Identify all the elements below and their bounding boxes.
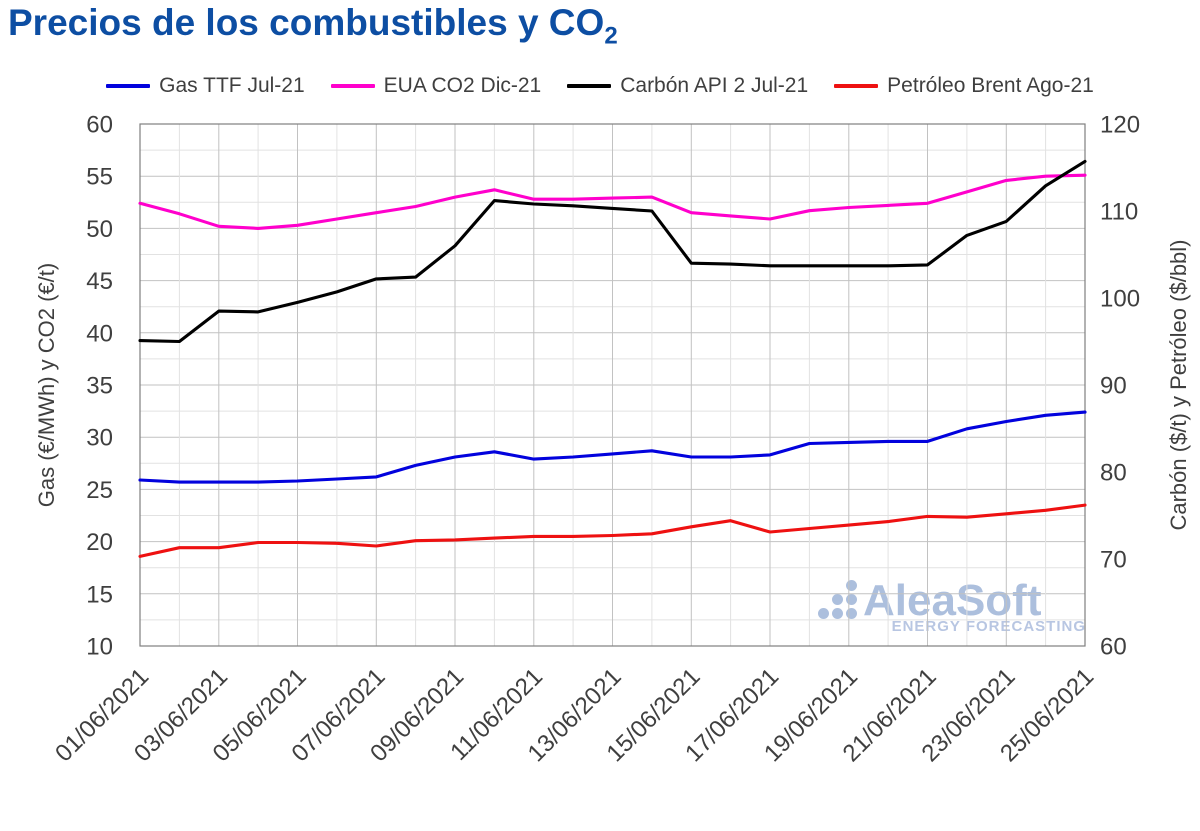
chart-title: Precios de los combustibles y CO2 bbox=[8, 2, 618, 50]
y-tick-label-left: 30 bbox=[86, 425, 113, 452]
legend-item-carbon-api2: Carbón API 2 Jul-21 bbox=[567, 74, 808, 98]
gridlines bbox=[139, 123, 1086, 647]
y-tick-label-left: 15 bbox=[86, 581, 113, 608]
chart-title-text: Precios de los combustibles y CO bbox=[8, 2, 605, 43]
legend-item-eua-co2: EUA CO2 Dic-21 bbox=[330, 74, 542, 98]
y-tick-label-left: 10 bbox=[86, 634, 113, 661]
y-tick-label-right: 100 bbox=[1100, 286, 1140, 313]
left-axis-title: Gas (€/MWh) y CO2 (€/t) bbox=[34, 263, 59, 507]
legend: Gas TTF Jul-21 EUA CO2 Dic-21 Carbón API… bbox=[0, 74, 1200, 98]
legend-item-gas-ttf: Gas TTF Jul-21 bbox=[106, 74, 305, 98]
legend-swatch-gas-ttf bbox=[106, 84, 151, 88]
series-lines bbox=[138, 159, 1087, 558]
y-tick-label-right: 70 bbox=[1100, 547, 1127, 574]
y-tick-label-right: 120 bbox=[1100, 112, 1140, 139]
legend-swatch-carbon-api2 bbox=[567, 84, 612, 88]
y-tick-label-left: 35 bbox=[86, 373, 113, 400]
y-tick-label-right: 110 bbox=[1100, 199, 1138, 226]
legend-swatch-eua-co2 bbox=[330, 84, 375, 88]
aleasoft-watermark: AleaSoft ENERGY FORECASTING bbox=[816, 578, 1088, 635]
series-line-gas-ttf-jul-21 bbox=[138, 410, 1087, 484]
plot-frame bbox=[139, 123, 1086, 647]
aleasoft-brand-text: AleaSoft bbox=[863, 576, 1042, 626]
y-tick-label-right: 60 bbox=[1100, 634, 1127, 661]
y-tick-label-left: 20 bbox=[86, 529, 113, 556]
y-tick-label-left: 60 bbox=[86, 112, 113, 139]
y-tick-label-left: 45 bbox=[86, 268, 113, 295]
series-line-eua-co2-dic-21 bbox=[138, 173, 1087, 230]
legend-label-brent: Petróleo Brent Ago-21 bbox=[887, 74, 1094, 97]
legend-label-eua-co2: EUA CO2 Dic-21 bbox=[383, 74, 542, 97]
series-line-petr-leo-brent-ago-21 bbox=[138, 503, 1087, 558]
legend-label-carbon-api2: Carbón API 2 Jul-21 bbox=[620, 74, 809, 97]
plot-border bbox=[139, 123, 1086, 647]
y-tick-label-left: 40 bbox=[86, 320, 113, 347]
y-tick-label-right: 80 bbox=[1100, 460, 1127, 487]
aleasoft-tagline-text: ENERGY FORECASTING bbox=[891, 618, 1086, 635]
series-line-carb-n-api-2-jul-21 bbox=[138, 159, 1087, 344]
right-axis-title: Carbón ($/t) y Petróleo ($/bbl) bbox=[1166, 239, 1191, 530]
legend-item-brent: Petróleo Brent Ago-21 bbox=[834, 74, 1094, 98]
chart-title-subscript: 2 bbox=[604, 22, 618, 50]
legend-label-gas-ttf: Gas TTF Jul-21 bbox=[159, 74, 305, 97]
y-tick-label-left: 25 bbox=[86, 477, 113, 504]
legend-swatch-brent bbox=[834, 84, 879, 88]
y-tick-label-left: 55 bbox=[86, 164, 113, 191]
aleasoft-logo-dots-icon bbox=[816, 578, 858, 620]
y-tick-label-right: 90 bbox=[1100, 373, 1127, 400]
y-tick-label-left: 50 bbox=[86, 216, 113, 243]
